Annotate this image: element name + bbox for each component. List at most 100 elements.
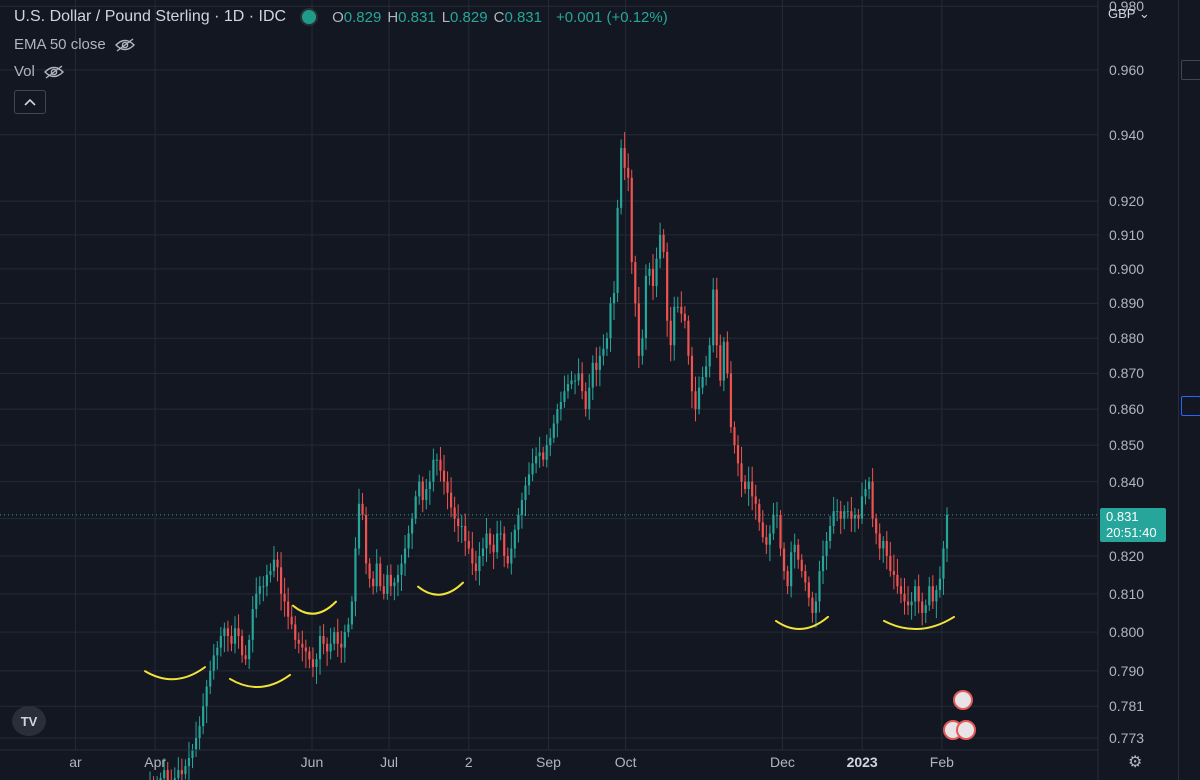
eye-off-icon[interactable]: [114, 37, 136, 52]
candle: [283, 577, 286, 617]
candle-body: [524, 485, 527, 501]
candle: [287, 587, 290, 630]
candle: [627, 153, 630, 192]
uk-flag-icon[interactable]: [953, 690, 973, 710]
price-axis[interactable]: 0.980 0.960 0.940 0.920 0.910 0.900 0.890 0.880…: [1098, 0, 1178, 750]
volume-label: Vol: [14, 63, 35, 80]
candle: [442, 454, 446, 495]
candle-body: [846, 511, 849, 513]
candle-body: [386, 574, 389, 594]
candle: [694, 376, 697, 422]
x-tick-label: Apr: [144, 754, 167, 770]
candle-body: [485, 533, 488, 549]
candle-body: [326, 643, 329, 652]
candle-body: [758, 503, 761, 523]
candle-body: [248, 639, 251, 660]
candle: [524, 476, 527, 516]
candle: [311, 647, 315, 678]
candle-body: [471, 548, 474, 564]
candle: [616, 199, 619, 302]
candle-body: [191, 750, 194, 759]
handdrawn-arc: [229, 673, 291, 689]
candle-body: [612, 292, 616, 304]
ohlc-key: L: [441, 8, 451, 26]
candle-body: [439, 459, 442, 471]
candle: [892, 554, 895, 590]
candle-body: [736, 445, 740, 464]
candle: [202, 693, 205, 735]
candle: [156, 776, 158, 780]
candle-body: [797, 544, 800, 560]
candle: [924, 599, 927, 624]
candle-body: [255, 593, 258, 610]
candle: [673, 296, 676, 361]
candle-body: [481, 548, 485, 556]
us-flag-icon[interactable]: [956, 720, 976, 740]
candle-body: [453, 507, 456, 519]
candle-body: [942, 548, 945, 579]
collapse-legend-button[interactable]: [14, 90, 46, 114]
candle-body: [821, 555, 825, 572]
candle-body: [832, 511, 835, 527]
candle-body: [209, 670, 212, 687]
ema-legend[interactable]: EMA 50 close: [14, 36, 136, 53]
candle: [768, 525, 771, 562]
candle: [506, 547, 509, 569]
candle: [255, 577, 258, 618]
candle-body: [836, 511, 839, 513]
candle: [187, 741, 191, 780]
tradingview-logo[interactable]: TV: [12, 706, 46, 736]
candle: [290, 605, 293, 630]
candle: [658, 222, 662, 269]
candle: [701, 366, 704, 395]
ohlc-values: O0.829 H0.831 L0.829 C0.831: [332, 9, 548, 26]
toolbar-button[interactable]: [1181, 60, 1200, 80]
candle: [177, 757, 180, 780]
candle: [248, 634, 251, 669]
candle-body: [457, 518, 460, 527]
gear-icon[interactable]: ⚙: [1128, 754, 1143, 771]
candle: [393, 577, 396, 601]
candle: [630, 169, 633, 274]
candle-body: [276, 559, 279, 568]
candle: [241, 629, 244, 663]
candle-body: [527, 474, 531, 486]
candle-body: [425, 489, 428, 501]
candle: [871, 468, 874, 528]
candle-body: [499, 533, 502, 535]
candle-body: [194, 738, 198, 750]
toolbar-button[interactable]: [1181, 396, 1200, 416]
y-tick-label: 0.781: [1109, 698, 1145, 715]
candle: [910, 592, 913, 620]
eye-off-icon[interactable]: [43, 64, 65, 79]
candle-body: [272, 559, 276, 572]
y-tick-label: 0.890: [1109, 295, 1145, 312]
candle: [173, 767, 176, 780]
candle-body: [620, 147, 623, 208]
candle: [605, 332, 609, 356]
candle-body: [715, 289, 718, 346]
candle: [520, 492, 524, 529]
candle-body: [269, 571, 272, 575]
candle-body: [573, 380, 577, 382]
candle-body: [442, 470, 446, 482]
candle-body: [882, 540, 885, 549]
candle-body: [896, 574, 899, 587]
volume-legend[interactable]: Vol: [14, 63, 65, 80]
candle-body: [460, 526, 463, 528]
candle-body: [343, 632, 346, 648]
right-toolbar: [1178, 0, 1200, 780]
candle: [428, 470, 431, 505]
candle: [577, 358, 580, 386]
candle-body: [375, 563, 378, 587]
symbol-legend[interactable]: U.S. Dollar / Pound Sterling · 1D · IDC …: [14, 8, 668, 26]
candle-body: [545, 445, 548, 460]
candle-body: [340, 643, 343, 648]
currency-selector[interactable]: GBP ⌄: [1108, 6, 1150, 22]
ohlc-value: 0.829: [343, 8, 382, 26]
candle: [825, 531, 828, 570]
candle: [641, 329, 644, 365]
candle-body: [552, 423, 555, 438]
ohlc-value: 0.829: [450, 8, 488, 26]
